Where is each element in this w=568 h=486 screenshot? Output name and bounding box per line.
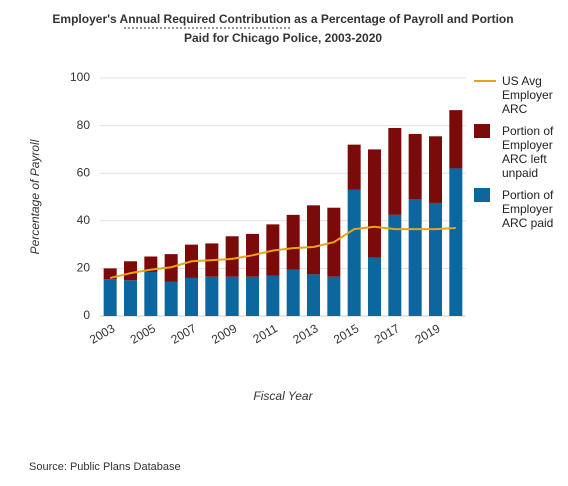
y-axis-label: Percentage of Payroll: [28, 139, 42, 254]
bar-segment: [266, 275, 280, 316]
x-axis-label: Fiscal Year: [253, 389, 313, 403]
source-note: Source: Public Plans Database: [29, 461, 181, 473]
y-tick-label: 0: [83, 308, 90, 322]
bar-segment: [408, 133, 422, 200]
chart-title: Employer's Annual Required Contribution …: [52, 12, 513, 26]
y-tick-label: 60: [77, 165, 91, 179]
line-series: [109, 225, 456, 279]
bar-segment: [306, 274, 321, 316]
bar-segment: [286, 214, 300, 270]
y-tick-label: 40: [77, 213, 91, 227]
legend-label: Portion of Employer ARC left unpaid: [502, 124, 554, 180]
bar-segment: [164, 281, 178, 316]
bar-segment: [327, 276, 341, 316]
bar-segment: [428, 136, 443, 203]
y-tick-label: 20: [77, 261, 91, 275]
bar-segment: [408, 199, 422, 316]
bar-segment: [144, 256, 158, 272]
legend-swatch: [474, 188, 490, 202]
y-tick-label: 100: [70, 70, 90, 84]
bar-segment: [103, 279, 117, 316]
bar-segment: [388, 214, 402, 316]
bar-segment: [347, 189, 361, 316]
bar-segment: [225, 236, 239, 277]
x-tick-label: 2009: [209, 321, 239, 347]
legend-label: Portion of Employer ARC paid: [502, 188, 554, 230]
bar-segment: [428, 202, 443, 316]
y-tick-label: 80: [77, 118, 91, 132]
bar-segment: [225, 276, 239, 316]
x-tick-label: 2019: [412, 321, 442, 347]
bar-segment: [123, 261, 138, 281]
legend-label: US Avg Employer ARC: [502, 74, 553, 116]
legend-item: US Avg Employer ARC: [474, 74, 566, 116]
bar-segment: [205, 276, 219, 316]
bar-segment: [367, 257, 382, 316]
bar-segment: [449, 168, 463, 316]
bar-segment: [306, 205, 321, 275]
bar-segment: [184, 277, 199, 316]
x-tick-label: 2011: [251, 321, 281, 346]
bar-segment: [347, 144, 361, 190]
bar-segment: [123, 280, 138, 316]
x-tick-label: 2017: [372, 321, 402, 347]
legend-item: Portion of Employer ARC left unpaid: [474, 124, 566, 180]
bar-segment: [367, 149, 382, 258]
legend-swatch: [474, 124, 490, 138]
bar-segment: [245, 276, 260, 316]
bar-segment: [388, 127, 402, 215]
chart-title: Paid for Chicago Police, 2003-2020: [184, 31, 382, 45]
x-tick-label: 2007: [168, 321, 198, 347]
x-tick-label: 2003: [87, 321, 117, 347]
bar-segment: [103, 268, 117, 280]
x-tick-label: 2015: [331, 321, 361, 347]
legend-swatch: [474, 80, 496, 82]
bar-segment: [286, 269, 300, 316]
x-tick-label: 2005: [128, 321, 158, 347]
x-tick-label: 2013: [290, 321, 320, 347]
bar-segment: [449, 110, 463, 169]
legend-item: Portion of Employer ARC paid: [474, 188, 566, 230]
bar-segment: [144, 271, 158, 316]
legend: US Avg Employer ARC Portion of Employer A…: [474, 74, 566, 238]
